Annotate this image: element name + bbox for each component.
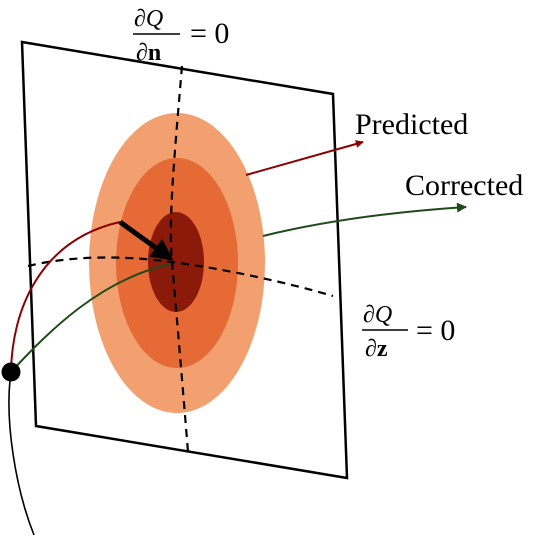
- normal-eq-denominator: ∂n: [136, 40, 161, 66]
- predicted-path: [10, 221, 121, 373]
- correction-arrow: [118, 219, 174, 261]
- normal-eq-numerator: ∂Q: [134, 6, 163, 32]
- track-segment: [8, 371, 35, 536]
- tangent-eq-numerator: ∂Q: [363, 302, 392, 328]
- plane-frame: [20, 40, 349, 480]
- inner-ellipse: [148, 212, 204, 312]
- normal-eq-rhs: = 0: [190, 17, 229, 50]
- start-point: [1, 362, 21, 382]
- tangent-eq-rhs: = 0: [416, 314, 455, 347]
- corrected-path: [10, 263, 171, 373]
- predicted-label: Predicted: [355, 108, 468, 141]
- corrected-arrow: [262, 202, 467, 237]
- tangent-equation: ∂Q ∂z = 0: [362, 302, 455, 362]
- normal-equation: ∂Q ∂n = 0: [133, 6, 229, 66]
- tangent-isoline: [27, 256, 334, 298]
- predicted-arrow: [245, 140, 364, 176]
- corrected-label: Corrected: [405, 169, 523, 202]
- tangent-eq-denominator: ∂z: [365, 336, 388, 362]
